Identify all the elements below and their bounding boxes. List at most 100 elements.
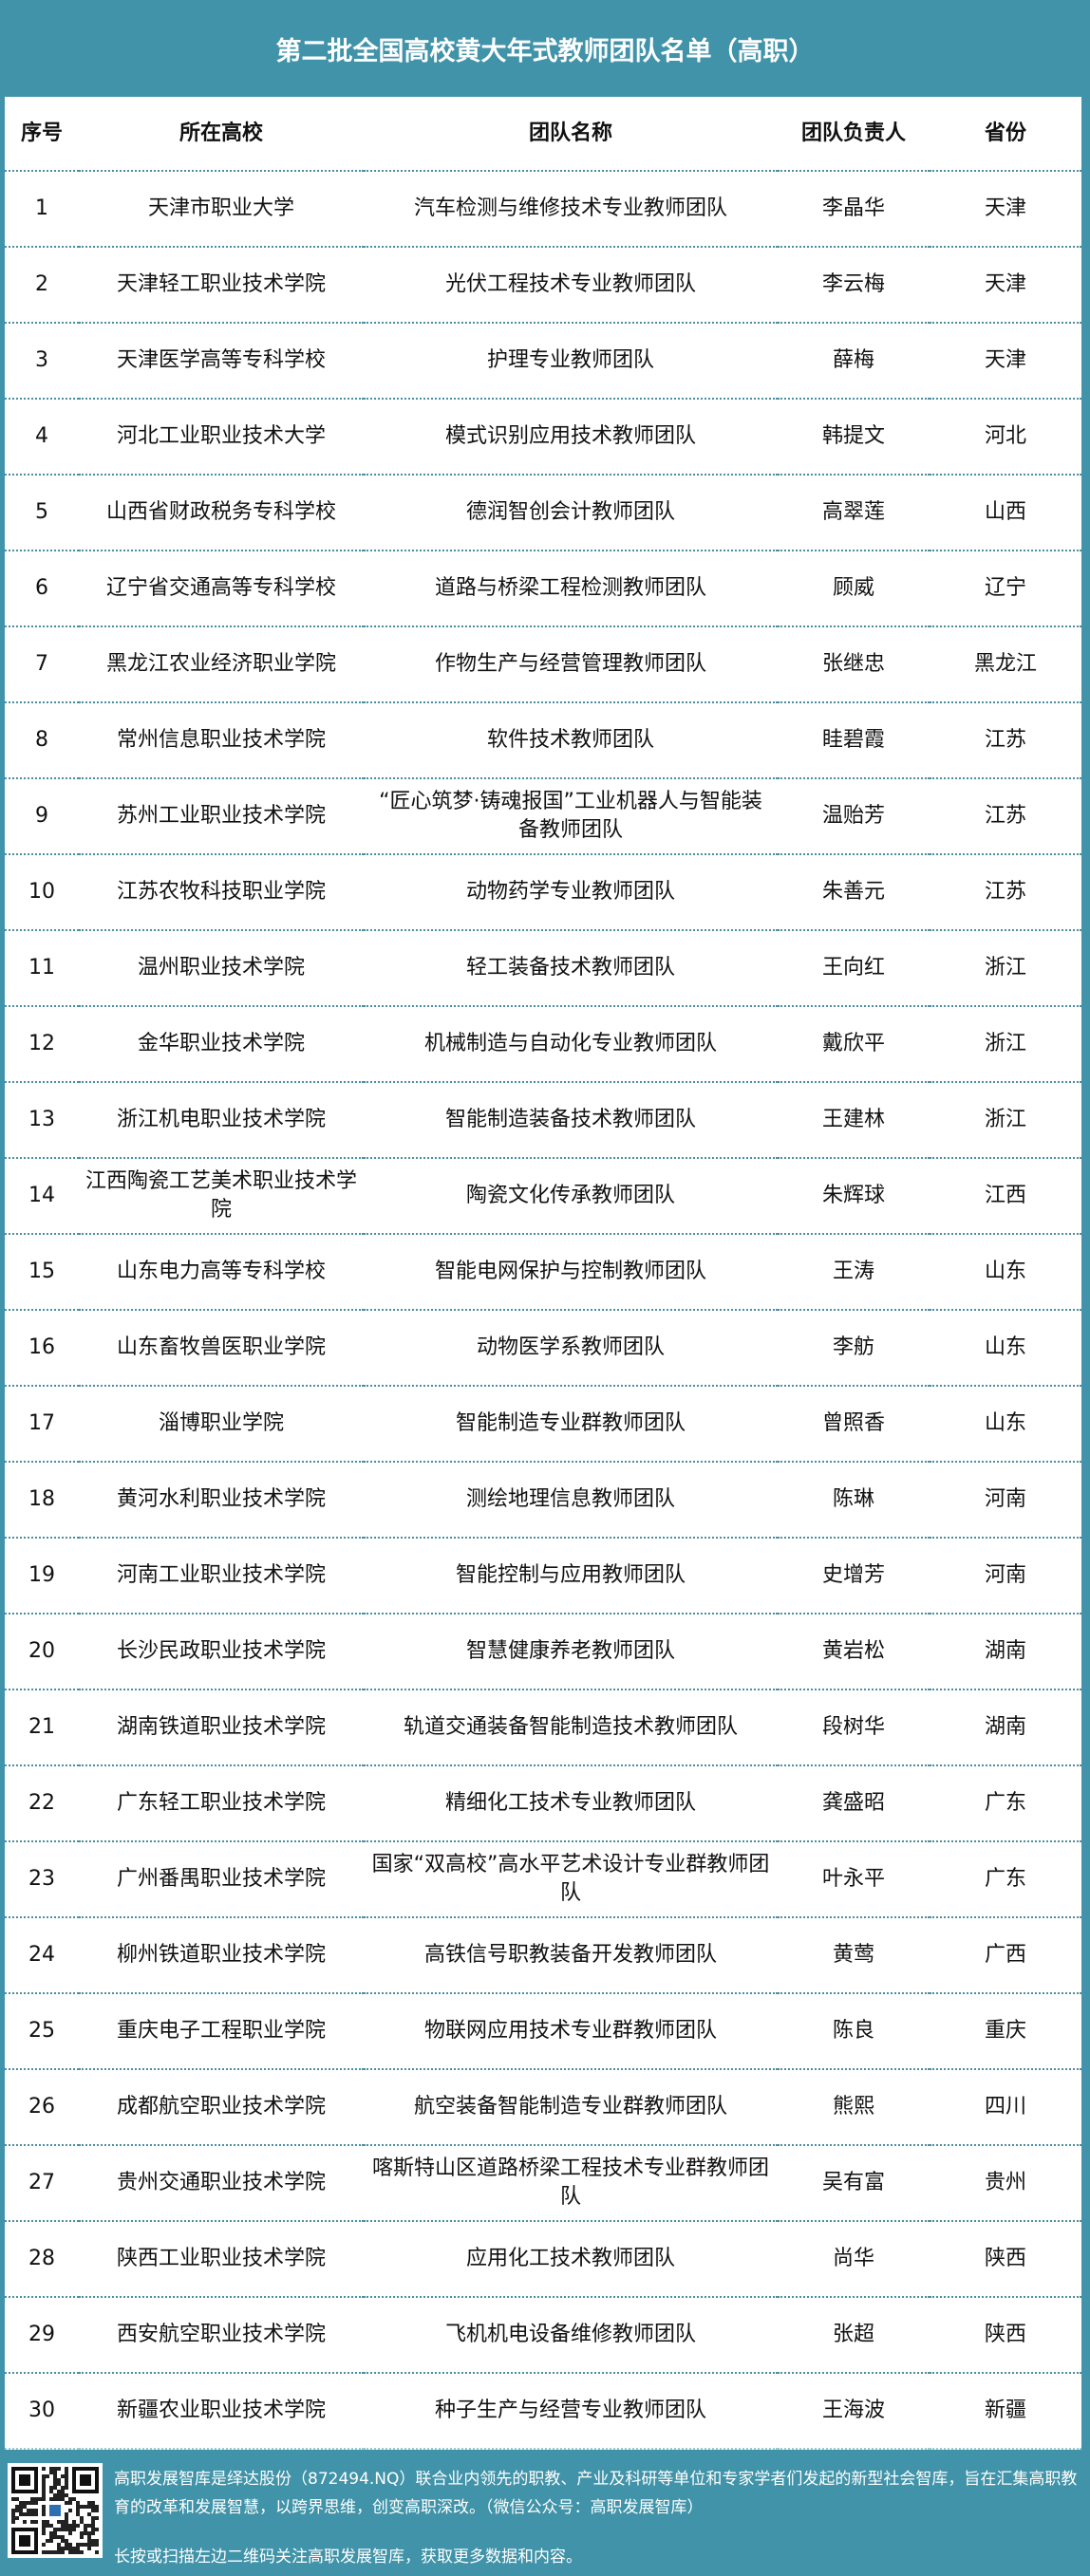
header-team: 团队名称 <box>364 97 778 172</box>
cell-seq: 15 <box>5 1234 79 1311</box>
cell-team: 航空装备智能制造专业群教师团队 <box>364 2069 778 2146</box>
cell-school: 西安航空职业技术学院 <box>79 2297 364 2374</box>
cell-leader: 曾照香 <box>778 1386 930 1463</box>
cell-team: 道路与桥梁工程检测教师团队 <box>364 551 778 627</box>
cell-school: 金华职业技术学院 <box>79 1006 364 1083</box>
cell-seq: 9 <box>5 778 79 855</box>
cell-leader: 李云梅 <box>778 247 930 324</box>
cell-leader: 朱辉球 <box>778 1158 930 1235</box>
cell-seq: 3 <box>5 323 79 400</box>
cell-school: 新疆农业职业技术学院 <box>79 2373 364 2450</box>
table-row: 12 金华职业技术学院 机械制造与自动化专业教师团队 戴欣平 浙江 <box>5 1006 1081 1083</box>
cell-province: 黑龙江 <box>930 626 1081 703</box>
cell-leader: 黄岩松 <box>778 1614 930 1690</box>
cell-province: 浙江 <box>930 930 1081 1007</box>
cell-team: 软件技术教师团队 <box>364 702 778 779</box>
table-row: 25 重庆电子工程职业学院 物联网应用技术专业群教师团队 陈良 重庆 <box>5 1993 1081 2070</box>
cell-school: 广州番禺职业技术学院 <box>79 1841 364 1918</box>
cell-province: 山东 <box>930 1234 1081 1311</box>
cell-seq: 24 <box>5 1917 79 1994</box>
table-row: 3 天津医学高等专科学校 护理专业教师团队 薛梅 天津 <box>5 323 1081 400</box>
cell-seq: 26 <box>5 2069 79 2146</box>
table-row: 13 浙江机电职业技术学院 智能制造装备技术教师团队 王建林 浙江 <box>5 1082 1081 1159</box>
cell-team: 飞机机电设备维修教师团队 <box>364 2297 778 2374</box>
cell-province: 山西 <box>930 475 1081 551</box>
cell-seq: 6 <box>5 551 79 627</box>
cell-school: 天津医学高等专科学校 <box>79 323 364 400</box>
cell-school: 湖南铁道职业技术学院 <box>79 1689 364 1766</box>
cell-leader: 吴有富 <box>778 2145 930 2222</box>
cell-school: 陕西工业职业技术学院 <box>79 2221 364 2298</box>
cell-province: 辽宁 <box>930 551 1081 627</box>
cell-province: 河北 <box>930 399 1081 476</box>
table-row: 7 黑龙江农业经济职业学院 作物生产与经营管理教师团队 张继忠 黑龙江 <box>5 626 1081 703</box>
cell-province: 江苏 <box>930 854 1081 931</box>
cell-school: 柳州铁道职业技术学院 <box>79 1917 364 1994</box>
cell-leader: 王向红 <box>778 930 930 1007</box>
cell-province: 湖南 <box>930 1689 1081 1766</box>
cell-school: 河南工业职业技术学院 <box>79 1538 364 1615</box>
cell-leader: 戴欣平 <box>778 1006 930 1083</box>
header-province: 省份 <box>930 97 1081 172</box>
cell-school: 苏州工业职业技术学院 <box>79 778 364 855</box>
cell-team: 智能制造专业群教师团队 <box>364 1386 778 1463</box>
cell-province: 重庆 <box>930 1993 1081 2070</box>
cell-team: 物联网应用技术专业群教师团队 <box>364 1993 778 2070</box>
cell-team: 汽车检测与维修技术专业教师团队 <box>364 171 778 248</box>
cell-leader: 张超 <box>778 2297 930 2374</box>
cell-leader: 王涛 <box>778 1234 930 1311</box>
cell-province: 广西 <box>930 1917 1081 1994</box>
cell-seq: 7 <box>5 626 79 703</box>
cell-school: 广东轻工职业技术学院 <box>79 1765 364 1842</box>
table-row: 9 苏州工业职业技术学院 “匠心筑梦·铸魂报国”工业机器人与智能装备教师团队 温贻芳江… <box>5 778 1081 855</box>
cell-team: 高铁信号职教装备开发教师团队 <box>364 1917 778 1994</box>
cell-seq: 23 <box>5 1841 79 1918</box>
cell-leader: 熊熙 <box>778 2069 930 2146</box>
cell-province: 河南 <box>930 1462 1081 1539</box>
cell-province: 浙江 <box>930 1006 1081 1083</box>
table-row: 28 陕西工业职业技术学院 应用化工技术教师团队 尚华 陕西 <box>5 2221 1081 2298</box>
team-list-table: 序号 所在高校 团队名称 团队负责人 省份 1 天津市职业大学 汽车检测与维修技术专业教师团… <box>5 97 1081 2450</box>
footer-cta: 长按或扫描左边二维码关注高职发展智库，获取更多数据和内容。 <box>114 2548 582 2567</box>
cell-school: 黑龙江农业经济职业学院 <box>79 626 364 703</box>
cell-province: 陕西 <box>930 2297 1081 2374</box>
cell-team: 智慧健康养老教师团队 <box>364 1614 778 1690</box>
cell-team: 陶瓷文化传承教师团队 <box>364 1158 778 1235</box>
cell-seq: 29 <box>5 2297 79 2374</box>
cell-leader: 高翠莲 <box>778 475 930 551</box>
cell-team: “匠心筑梦·铸魂报国”工业机器人与智能装备教师团队 <box>364 778 778 855</box>
cell-leader: 王海波 <box>778 2373 930 2450</box>
cell-team: 护理专业教师团队 <box>364 323 778 400</box>
cell-team: 动物医学系教师团队 <box>364 1310 778 1387</box>
cell-team: 光伏工程技术专业教师团队 <box>364 247 778 324</box>
cell-seq: 17 <box>5 1386 79 1463</box>
table-row: 26 成都航空职业技术学院 航空装备智能制造专业群教师团队 熊熙 四川 <box>5 2069 1081 2146</box>
qr-code-icon <box>8 2463 103 2558</box>
cell-province: 浙江 <box>930 1082 1081 1159</box>
cell-leader: 史增芳 <box>778 1538 930 1615</box>
table-row: 8 常州信息职业技术学院 软件技术教师团队 眭碧霞 江苏 <box>5 702 1081 779</box>
cell-seq: 22 <box>5 1765 79 1842</box>
table-row: 14 江西陶瓷工艺美术职业技术学院 陶瓷文化传承教师团队 朱辉球 江西 <box>5 1158 1081 1235</box>
cell-team: 智能电网保护与控制教师团队 <box>364 1234 778 1311</box>
cell-province: 贵州 <box>930 2145 1081 2222</box>
cell-province: 陕西 <box>930 2221 1081 2298</box>
cell-school: 山西省财政税务专科学校 <box>79 475 364 551</box>
cell-leader: 陈良 <box>778 1993 930 2070</box>
cell-seq: 28 <box>5 2221 79 2298</box>
cell-leader: 李晶华 <box>778 171 930 248</box>
cell-team: 国家“双高校”高水平艺术设计专业群教师团队 <box>364 1841 778 1918</box>
cell-seq: 18 <box>5 1462 79 1539</box>
cell-school: 江苏农牧科技职业学院 <box>79 854 364 931</box>
cell-team: 轨道交通装备智能制造技术教师团队 <box>364 1689 778 1766</box>
table-row: 10 江苏农牧科技职业学院 动物药学专业教师团队 朱善元 江苏 <box>5 854 1081 931</box>
table-row: 24 柳州铁道职业技术学院 高铁信号职教装备开发教师团队 黄莺 广西 <box>5 1917 1081 1994</box>
cell-province: 四川 <box>930 2069 1081 2146</box>
cell-leader: 眭碧霞 <box>778 702 930 779</box>
cell-seq: 30 <box>5 2373 79 2450</box>
cell-team: 动物药学专业教师团队 <box>364 854 778 931</box>
cell-seq: 27 <box>5 2145 79 2222</box>
cell-leader: 薛梅 <box>778 323 930 400</box>
cell-seq: 20 <box>5 1614 79 1690</box>
cell-school: 长沙民政职业技术学院 <box>79 1614 364 1690</box>
